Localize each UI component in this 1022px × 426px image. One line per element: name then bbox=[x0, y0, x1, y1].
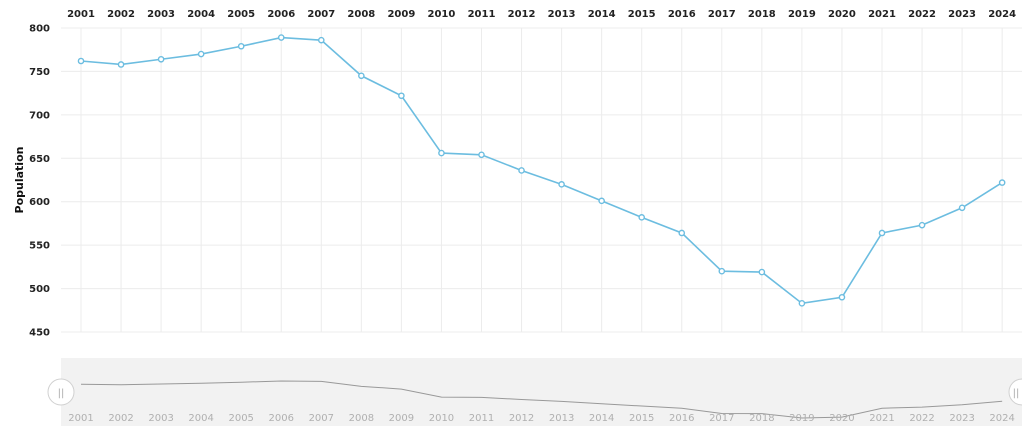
data-point[interactable] bbox=[758, 268, 766, 276]
navigator-tick-label: 2012 bbox=[509, 413, 534, 424]
y-axis-ticks: 450 500 550 600 650 700 750 800 bbox=[29, 24, 50, 339]
data-point[interactable] bbox=[77, 57, 85, 65]
navigator-tick-label: 2005 bbox=[228, 413, 253, 424]
y-axis-label: Population bbox=[13, 147, 26, 214]
x-tick-label: 2003 bbox=[147, 9, 175, 20]
data-point[interactable] bbox=[478, 151, 485, 159]
navigator-line bbox=[80, 380, 1003, 419]
x-tick-label: 2017 bbox=[708, 9, 736, 20]
navigator-tick-label: 2021 bbox=[869, 413, 894, 424]
navigator-tick-label: 2023 bbox=[949, 413, 974, 424]
data-point[interactable] bbox=[358, 72, 365, 80]
data-point[interactable] bbox=[398, 92, 405, 100]
x-tick-label: 2022 bbox=[908, 9, 936, 20]
data-point[interactable] bbox=[598, 197, 605, 205]
x-tick-label: 2018 bbox=[748, 9, 776, 20]
series-line bbox=[80, 36, 1003, 305]
data-point[interactable] bbox=[918, 221, 926, 229]
x-tick-label: 2001 bbox=[67, 9, 95, 20]
navigator-tick-label: 2011 bbox=[469, 413, 494, 424]
x-tick-label: 2013 bbox=[548, 9, 576, 20]
navigator-tick-label: 2004 bbox=[188, 413, 213, 424]
x-axis-ticks-top: 2001 2002 2003 2004 2005 2006 2007 2008 2009 2010… bbox=[67, 9, 1016, 20]
data-point[interactable] bbox=[678, 229, 686, 237]
navigator-tick-label: 2016 bbox=[669, 413, 694, 424]
data-point[interactable] bbox=[958, 204, 966, 212]
x-tick-label: 2020 bbox=[828, 9, 856, 20]
y-tick-label: 800 bbox=[29, 24, 50, 35]
navigator-handle-left[interactable]: || bbox=[47, 378, 75, 406]
navigator-tick-label: 2008 bbox=[349, 413, 374, 424]
data-points[interactable] bbox=[77, 34, 1006, 307]
x-tick-label: 2021 bbox=[868, 9, 896, 20]
x-tick-label: 2010 bbox=[428, 9, 456, 20]
x-tick-label: 2007 bbox=[307, 9, 335, 20]
data-point[interactable] bbox=[438, 149, 445, 157]
x-tick-label: 2019 bbox=[788, 9, 816, 20]
x-tick-label: 2014 bbox=[588, 9, 616, 20]
navigator-tick-label: 2024 bbox=[989, 413, 1014, 424]
data-point[interactable] bbox=[798, 300, 806, 307]
x-tick-label: 2016 bbox=[668, 9, 696, 20]
data-point[interactable] bbox=[518, 167, 525, 174]
navigator-ticks: 2001 2002 2003 2004 2005 2006 2007 2008 2009 2010… bbox=[68, 413, 1015, 424]
x-tick-label: 2012 bbox=[508, 9, 536, 20]
navigator-tick-label: 2015 bbox=[629, 413, 654, 424]
x-tick-label: 2008 bbox=[347, 9, 375, 20]
x-tick-label: 2009 bbox=[387, 9, 415, 20]
data-point[interactable] bbox=[998, 179, 1006, 186]
data-point[interactable] bbox=[718, 267, 726, 275]
data-point[interactable] bbox=[838, 293, 846, 301]
navigator[interactable]: 2001 2002 2003 2004 2005 2006 2007 2008 2009 2010… bbox=[47, 358, 1022, 426]
navigator-tick-label: 2003 bbox=[148, 413, 173, 424]
handle-right-grip-icon: || bbox=[1013, 388, 1020, 399]
x-tick-label: 2024 bbox=[988, 9, 1016, 20]
x-tick-label: 2005 bbox=[227, 9, 255, 20]
x-tick-label: 2023 bbox=[948, 9, 976, 20]
data-point[interactable] bbox=[878, 229, 886, 237]
navigator-tick-label: 2020 bbox=[829, 413, 854, 424]
y-tick-label: 550 bbox=[29, 241, 50, 252]
navigator-tick-label: 2019 bbox=[789, 413, 814, 424]
y-tick-label: 750 bbox=[29, 67, 50, 78]
y-tick-label: 700 bbox=[29, 110, 50, 121]
navigator-tick-label: 2018 bbox=[749, 413, 774, 424]
y-tick-label: 650 bbox=[29, 154, 50, 165]
navigator-tick-label: 2001 bbox=[68, 413, 93, 424]
y-tick-label: 450 bbox=[29, 328, 50, 339]
navigator-handle-right[interactable]: || bbox=[1008, 378, 1022, 406]
x-tick-label: 2002 bbox=[107, 9, 135, 20]
navigator-tick-label: 2017 bbox=[709, 413, 734, 424]
navigator-background bbox=[61, 358, 1022, 426]
x-tick-label: 2015 bbox=[628, 9, 656, 20]
data-point[interactable] bbox=[157, 55, 165, 63]
data-point[interactable] bbox=[638, 214, 646, 221]
navigator-tick-label: 2002 bbox=[108, 413, 133, 424]
handle-left-grip-icon: || bbox=[58, 388, 65, 399]
navigator-tick-label: 2013 bbox=[549, 413, 574, 424]
y-tick-label: 500 bbox=[29, 284, 50, 295]
data-point[interactable] bbox=[117, 61, 125, 68]
x-tick-label: 2006 bbox=[267, 9, 295, 20]
grid-layer bbox=[61, 27, 1022, 333]
data-point[interactable] bbox=[277, 34, 285, 41]
navigator-tick-label: 2006 bbox=[269, 413, 294, 424]
navigator-tick-label: 2007 bbox=[309, 413, 334, 424]
navigator-tick-label: 2010 bbox=[429, 413, 454, 424]
data-point[interactable] bbox=[317, 36, 325, 44]
navigator-tick-label: 2009 bbox=[389, 413, 414, 424]
data-point[interactable] bbox=[237, 42, 245, 50]
navigator-tick-label: 2014 bbox=[589, 413, 614, 424]
x-tick-label: 2011 bbox=[468, 9, 496, 20]
navigator-tick-label: 2022 bbox=[909, 413, 934, 424]
y-tick-label: 600 bbox=[29, 197, 50, 208]
x-tick-label: 2004 bbox=[187, 9, 215, 20]
data-point[interactable] bbox=[558, 181, 565, 188]
data-point[interactable] bbox=[197, 50, 205, 58]
